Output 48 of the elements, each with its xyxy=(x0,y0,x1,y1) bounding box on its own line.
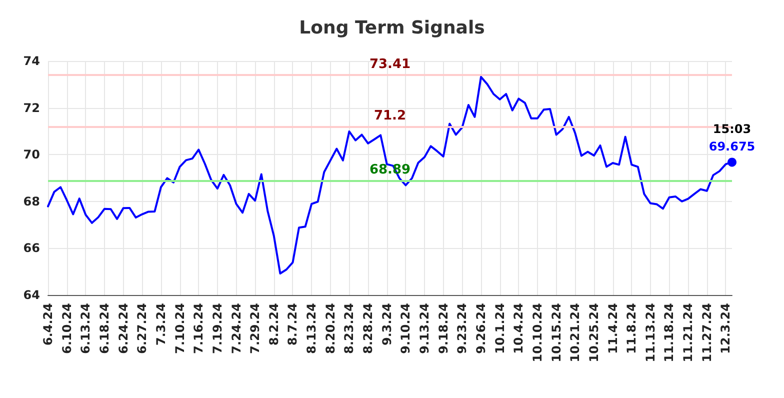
annotation: 15:03 xyxy=(712,122,752,136)
x-tick-label: 10.10.24 xyxy=(530,303,544,362)
x-tick-label: 11.13.24 xyxy=(643,303,658,362)
x-tick-label: 10.15.24 xyxy=(549,303,564,362)
ref-line-label: 71.2 xyxy=(374,108,406,124)
x-tick-label: 8.23.24 xyxy=(342,303,356,354)
x-tick-label: 7.29.24 xyxy=(248,303,262,354)
x-tick-label: 6.24.24 xyxy=(116,303,130,354)
y-tick-label: 68 xyxy=(23,194,40,208)
chart-title: Long Term Signals xyxy=(299,18,485,38)
x-tick-label: 10.4.24 xyxy=(512,303,526,354)
x-tick-label: 8.28.24 xyxy=(361,303,376,354)
x-tick-label: 7.24.24 xyxy=(229,303,244,354)
y-tick-label: 64 xyxy=(23,288,40,302)
x-tick-label: 11.21.24 xyxy=(681,303,696,362)
x-tick-label: 10.1.24 xyxy=(492,303,507,354)
y-tick-label: 70 xyxy=(23,148,40,162)
x-tick-label: 6.18.24 xyxy=(97,303,112,354)
x-tick-label: 9.13.24 xyxy=(418,303,432,354)
y-tick-label: 66 xyxy=(23,241,40,256)
x-tick-label: 6.10.24 xyxy=(60,303,74,354)
x-tick-label: 9.10.24 xyxy=(398,303,413,354)
ref-line-label: 73.41 xyxy=(369,56,411,72)
y-tick-label: 72 xyxy=(23,100,40,115)
x-tick-label: 10.21.24 xyxy=(568,303,582,362)
x-tick-label: 8.20.24 xyxy=(323,303,338,354)
x-tick-label: 9.3.24 xyxy=(380,303,394,346)
x-tick-label: 11.4.24 xyxy=(606,303,620,354)
x-tick-label: 8.7.24 xyxy=(286,303,300,346)
x-tick-label: 6.4.24 xyxy=(41,303,55,346)
x-tick-label: 9.26.24 xyxy=(474,303,488,354)
x-tick-label: 7.16.24 xyxy=(192,303,206,354)
data-label: 69.675 xyxy=(708,140,756,154)
x-tick-label: 8.2.24 xyxy=(266,303,281,346)
x-tick-label: 11.8.24 xyxy=(624,303,639,354)
x-tick-label: 7.10.24 xyxy=(172,303,187,354)
x-tick-label: 8.13.24 xyxy=(304,303,319,354)
x-tick-label: 12.3.24 xyxy=(718,303,733,354)
x-tick-label: 9.23.24 xyxy=(455,303,470,354)
y-tick-label: 74 xyxy=(23,54,40,68)
x-tick-label: 6.27.24 xyxy=(135,303,150,354)
x-tick-label: 10.25.24 xyxy=(586,303,601,362)
x-tick-label: 9.18.24 xyxy=(436,303,450,354)
x-tick-label: 11.27.24 xyxy=(700,303,714,362)
x-tick-label: 7.19.24 xyxy=(210,303,224,354)
x-tick-label: 11.18.24 xyxy=(662,303,676,362)
x-tick-label: 7.3.24 xyxy=(154,303,168,346)
x-tick-label: 6.13.24 xyxy=(78,303,93,354)
